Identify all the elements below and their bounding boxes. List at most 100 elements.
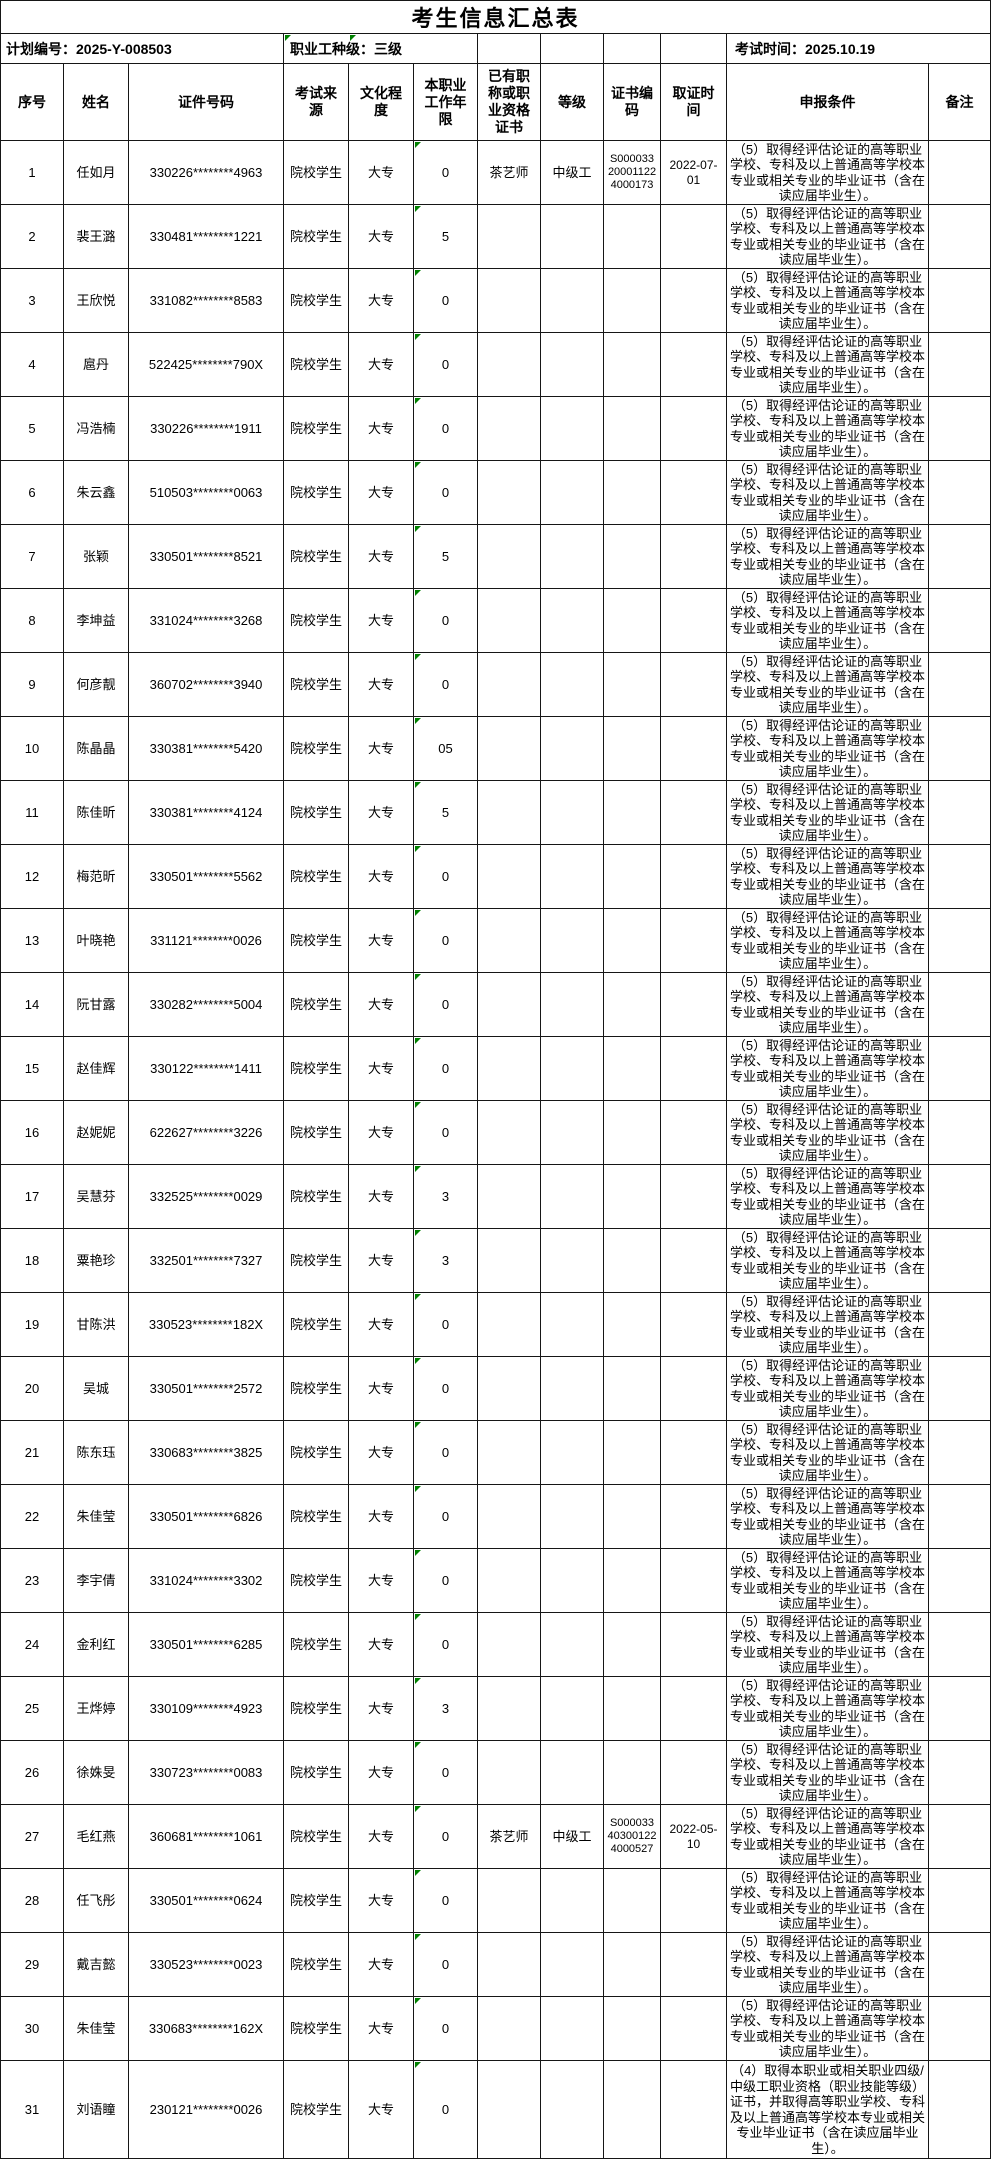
- cell-text: 0: [441, 1956, 450, 1972]
- cell-text: 31: [24, 2101, 40, 2117]
- cell-source: 院校学生: [283, 268, 349, 333]
- cell-text: 2: [28, 228, 36, 244]
- cell-name: 刘语瞳: [63, 2060, 129, 2159]
- cell-text: （5）取得经评估论证的高等职业学校、专科及以上普通高等学校本专业或相关专业的毕业…: [729, 1165, 925, 1228]
- cell-date: 2022-05-10: [660, 1804, 727, 1869]
- cell-text: 0: [441, 1764, 450, 1780]
- col-header-idno: 证件号码: [128, 63, 284, 141]
- cell-date: [660, 1484, 727, 1549]
- comment-marker-icon: [415, 1166, 421, 1172]
- cell-date: [660, 1932, 727, 1997]
- cell-text: 331024********3302: [149, 1572, 263, 1588]
- cell-text: 院校学生: [289, 1380, 342, 1396]
- cell-text: 大专: [367, 996, 394, 1012]
- cell-text: 330122********1411: [150, 1060, 262, 1076]
- cell-text: 阮甘露: [76, 996, 116, 1012]
- cell-text: 何彦靓: [76, 676, 116, 692]
- comment-marker-icon: [415, 526, 421, 532]
- comment-marker-icon: [415, 1678, 421, 1684]
- cell-idno: 330381********4124: [128, 780, 284, 845]
- table-row: 7 张颖 330501********8521 院校学生 大专 5 （5）取得经评估论证的高…: [0, 524, 991, 589]
- cell-name: 赵妮妮: [63, 1100, 129, 1165]
- cell-level: 中级工: [540, 140, 604, 205]
- cell-existing: 茶艺师: [477, 1804, 541, 1869]
- cell-seq: 21: [0, 1420, 64, 1485]
- cell-text: （5）取得经评估论证的高等职业学校、专科及以上普通高等学校本专业或相关专业的毕业…: [729, 717, 925, 780]
- cell-years: 3: [413, 1228, 478, 1293]
- col-header-name: 姓名: [63, 63, 129, 141]
- cell-edu: 大专: [348, 1740, 414, 1805]
- cell-text: 院校学生: [289, 356, 342, 372]
- col-header-existing-cert: 已有职 称或职 业资格 证书: [477, 63, 541, 141]
- cell-years: 0: [413, 844, 478, 909]
- cell-text: 331024********3268: [149, 612, 263, 628]
- cell-text: 院校学生: [289, 292, 342, 308]
- cell-note: [927, 1932, 991, 1997]
- cell-edu: 大专: [348, 972, 414, 1037]
- table-row: 23 李宇倩 331024********3302 院校学生 大专 0 （5）取得经评估论证…: [0, 1548, 991, 1613]
- cell-text: 大专: [367, 804, 394, 820]
- cell-text: 29: [24, 1956, 40, 1972]
- cell-source: 院校学生: [283, 1548, 349, 1613]
- cell-certno: [603, 1228, 661, 1293]
- cell-edu: 大专: [348, 140, 414, 205]
- cell-edu: 大专: [348, 1932, 414, 1997]
- cell-text: 院校学生: [289, 676, 342, 692]
- cell-text: 大专: [367, 1764, 394, 1780]
- cell-years: 5: [413, 524, 478, 589]
- info-row: 计划编号：2025-Y-008503 职业工种级：三级 考试时间：2025.10…: [0, 33, 991, 64]
- cell-edu: 大专: [348, 1804, 414, 1869]
- cell-years: 0: [413, 1548, 478, 1613]
- page-title: 考生信息汇总表: [0, 0, 991, 34]
- cell-seq: 11: [0, 780, 64, 845]
- cell-name: 梅范昕: [63, 844, 129, 909]
- cell-seq: 31: [0, 2060, 64, 2159]
- comment-marker-icon: [415, 590, 421, 596]
- cell-date: [660, 844, 727, 909]
- cell-name: 毛红燕: [63, 1804, 129, 1869]
- cell-text: （5）取得经评估论证的高等职业学校、专科及以上普通高等学校本专业或相关专业的毕业…: [729, 333, 925, 396]
- cell-date: [660, 204, 727, 269]
- info-empty-cell: [477, 33, 541, 64]
- cell-text: 0: [441, 1444, 450, 1460]
- cell-date: [660, 1356, 727, 1421]
- plan-number: 计划编号：2025-Y-008503: [0, 33, 284, 64]
- cell-text: 0: [441, 996, 450, 1012]
- table-row: 26 徐姝旻 330723********0083 院校学生 大专 0 （5）取得经评估论证…: [0, 1740, 991, 1805]
- cell-text: 院校学生: [289, 1444, 342, 1460]
- cell-idno: 330523********0023: [128, 1932, 284, 1997]
- cell-level: [540, 268, 604, 333]
- cell-text: 0: [441, 1060, 450, 1076]
- cell-edu: 大专: [348, 588, 414, 653]
- cell-text: 13: [24, 932, 40, 948]
- table-row: 13 叶晓艳 331121********0026 院校学生 大专 0 （5）取得经评估论证…: [0, 908, 991, 973]
- cell-idno: 332501********7327: [128, 1228, 284, 1293]
- cell-text: 26: [24, 1764, 40, 1780]
- cell-cond: （5）取得经评估论证的高等职业学校、专科及以上普通高等学校本专业或相关专业的毕业…: [726, 1484, 929, 1549]
- cell-existing: [477, 204, 541, 269]
- cell-text: 330501********8521: [149, 548, 263, 564]
- cell-text: 2022-05-10: [669, 1821, 718, 1851]
- cell-text: 朱佳莹: [76, 1508, 116, 1524]
- cell-text: 24: [24, 1636, 40, 1652]
- cell-text: 陈晶晶: [76, 740, 116, 756]
- cell-existing: [477, 1164, 541, 1229]
- cell-name: 甘陈洪: [63, 1292, 129, 1357]
- cell-level: [540, 1996, 604, 2061]
- cell-cond: （5）取得经评估论证的高等职业学校、专科及以上普通高等学校本专业或相关专业的毕业…: [726, 1036, 929, 1101]
- comment-marker-icon: [415, 1102, 421, 1108]
- cell-text: 院校学生: [289, 612, 342, 628]
- cell-idno: 332525********0029: [128, 1164, 284, 1229]
- cell-date: [660, 396, 727, 461]
- cell-level: [540, 2060, 604, 2159]
- cell-existing: [477, 524, 541, 589]
- col-header-education: 文化程 度: [348, 63, 414, 141]
- cell-existing: [477, 652, 541, 717]
- cell-cond: （5）取得经评估论证的高等职业学校、专科及以上普通高等学校本专业或相关专业的毕业…: [726, 1420, 929, 1485]
- info-empty-cell: [603, 33, 661, 64]
- cell-seq: 26: [0, 1740, 64, 1805]
- cell-name: 吴慧芬: [63, 1164, 129, 1229]
- cell-text: 11: [25, 804, 39, 820]
- cell-text: 16: [24, 1124, 40, 1140]
